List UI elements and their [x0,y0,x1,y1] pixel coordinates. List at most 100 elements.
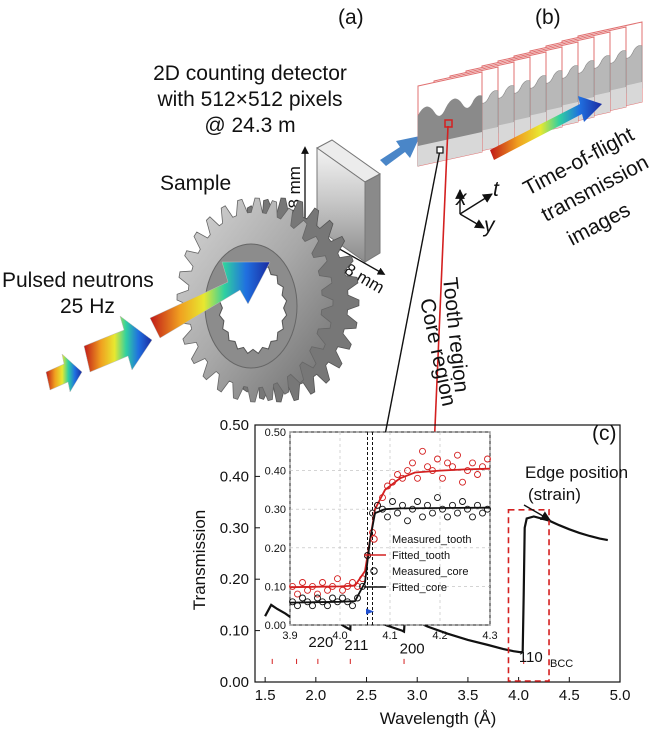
inset-marker [394,471,401,478]
main-x-tick-label: 3.0 [407,687,428,704]
inset-x-tick-label: 4.1 [382,630,397,642]
tooth-region-arrow [428,125,449,452]
main-x-tick-label: 4.0 [508,687,529,704]
inset-marker [454,509,461,517]
inset-marker [314,594,321,602]
inset-marker [349,602,356,610]
bragg-edge-label: 110 [519,649,543,666]
inset-y-tick-label: 0.30 [265,504,286,516]
inset-marker [329,594,336,602]
inset-marker [389,498,396,505]
inset-marker [404,517,411,525]
tooth-pixel-marker [444,119,453,128]
inset-marker [319,579,326,586]
inset-marker [479,509,486,517]
bcc-label: BCC [550,658,573,670]
detector-line-2: with 512×512 pixels [156,88,342,111]
inset-marker [434,455,441,463]
axis-y-label: y [482,214,496,237]
detector-to-images-arrow [380,136,420,166]
inset-y-tick-label: 0.20 [265,543,286,555]
neutrons-line-2: 25 Hz [60,295,115,318]
inset-marker [444,513,451,521]
panel-label-a: (a) [338,6,364,29]
main-y-tick-label: 0.20 [220,571,249,588]
inset-x-tick-label: 3.9 [282,630,297,642]
inset-marker [469,459,476,467]
main-y-tick-label: 0.00 [220,674,249,691]
main-x-tick-label: 4.5 [559,687,580,704]
main-x-tick-label: 1.5 [255,687,276,704]
edge-annotation-arrow [523,504,551,521]
main-y-tick-label: 0.10 [220,623,249,640]
inset-y-tick-label: 0.10 [265,581,286,593]
inset-x-tick-label: 4.3 [482,630,497,642]
tof-frame [417,71,483,167]
edge-highlight-box [507,509,550,682]
legend-fitted-tooth: Fitted_tooth [392,550,450,562]
neutron-beam [45,261,271,393]
detector-line-3: @ 24.3 m [204,114,295,137]
inset-marker [469,513,476,521]
edge-annotation-line-2: (strain) [528,485,581,504]
main-x-axis-label: Wavelength (Å) [380,709,497,728]
inset-x-tick-label: 4.2 [432,630,447,642]
sample-label: Sample [160,172,231,195]
inset-marker [439,474,446,482]
inset-marker [294,590,301,598]
tof-caption: Time-of-flight transmission images [520,123,650,251]
inset-marker [444,459,451,467]
inset-marker [434,494,441,502]
inset-chart: 3.9 4.0 4.1 4.2 4.3 0.00 0.10 0.20 0.30 0.40 0.50 [265,427,498,642]
inset-marker [299,579,306,586]
bragg-edge-label: 211 [344,637,368,654]
beam-arrow-small [45,353,83,393]
inset-marker [459,498,466,505]
inset-marker [464,467,471,475]
legend-fitted-core: Fitted_core [392,582,447,594]
inset-y-tick-label: 0.00 [265,620,286,632]
inset-marker [334,575,341,583]
inset-marker [454,451,461,459]
neutrons-line-1: Pulsed neutrons [2,269,154,292]
tof-arrow [490,96,602,160]
inset-legend: Measured_tooth Fitted_tooth Measured_cor… [364,534,472,594]
bragg-edge-label: 200 [400,640,425,657]
inset-marker [314,590,321,598]
inset-marker [414,498,421,505]
axis-t-arrow [459,193,493,215]
main-x-tick-label: 3.5 [457,687,478,704]
inset-marker [384,513,391,521]
inset-marker [404,467,411,475]
inset-marker [299,594,306,602]
inset-marker [409,459,416,467]
inset-marker [419,513,426,521]
inset-marker [339,586,346,594]
inset-marker [484,455,491,463]
main-y-axis-label: Transmission [190,510,209,610]
main-transmission-chart: 1.5 2.0 2.5 3.0 3.5 4.0 4.5 5.0 0.00 0.10 0.20 0.30… [220,417,631,704]
main-y-tick-label: 0.40 [220,468,249,485]
beam-arrow-medium [83,315,153,373]
legend-measured-core: Measured_core [392,566,468,578]
inset-marker [474,471,481,478]
main-y-tick-label: 0.50 [220,417,249,434]
detector-line-1: 2D counting detector [153,62,347,85]
inset-marker [464,505,471,513]
bragg-edge-label: 220 [308,634,333,651]
main-x-tick-label: 2.5 [356,687,377,704]
panel-label-c: (c) [592,422,617,445]
inset-edge-marker [366,608,374,615]
inset-marker [419,447,426,455]
edge-annotation-line-1: Edge position [525,463,628,482]
inset-fit-line [289,467,491,589]
inset-y-tick-label: 0.50 [265,427,286,439]
inset-x-tick-label: 4.0 [332,630,347,642]
main-y-tick-label: 0.30 [220,520,249,537]
coordinate-axes: x t y [455,178,500,237]
inset-marker [374,501,381,509]
panel-label-b: (b) [535,6,561,29]
axis-t-label: t [493,178,500,201]
detector-caption: 2D counting detector with 512×512 pixels… [153,62,347,137]
